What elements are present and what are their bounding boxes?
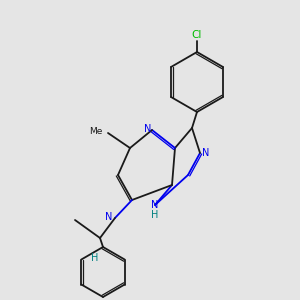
Text: H: H: [91, 253, 99, 263]
Text: N: N: [105, 212, 112, 222]
Text: N: N: [144, 124, 151, 134]
Text: Cl: Cl: [192, 31, 202, 40]
Text: N: N: [202, 148, 209, 158]
Text: Me: Me: [88, 127, 102, 136]
Text: N: N: [151, 200, 159, 210]
Text: H: H: [151, 210, 159, 220]
